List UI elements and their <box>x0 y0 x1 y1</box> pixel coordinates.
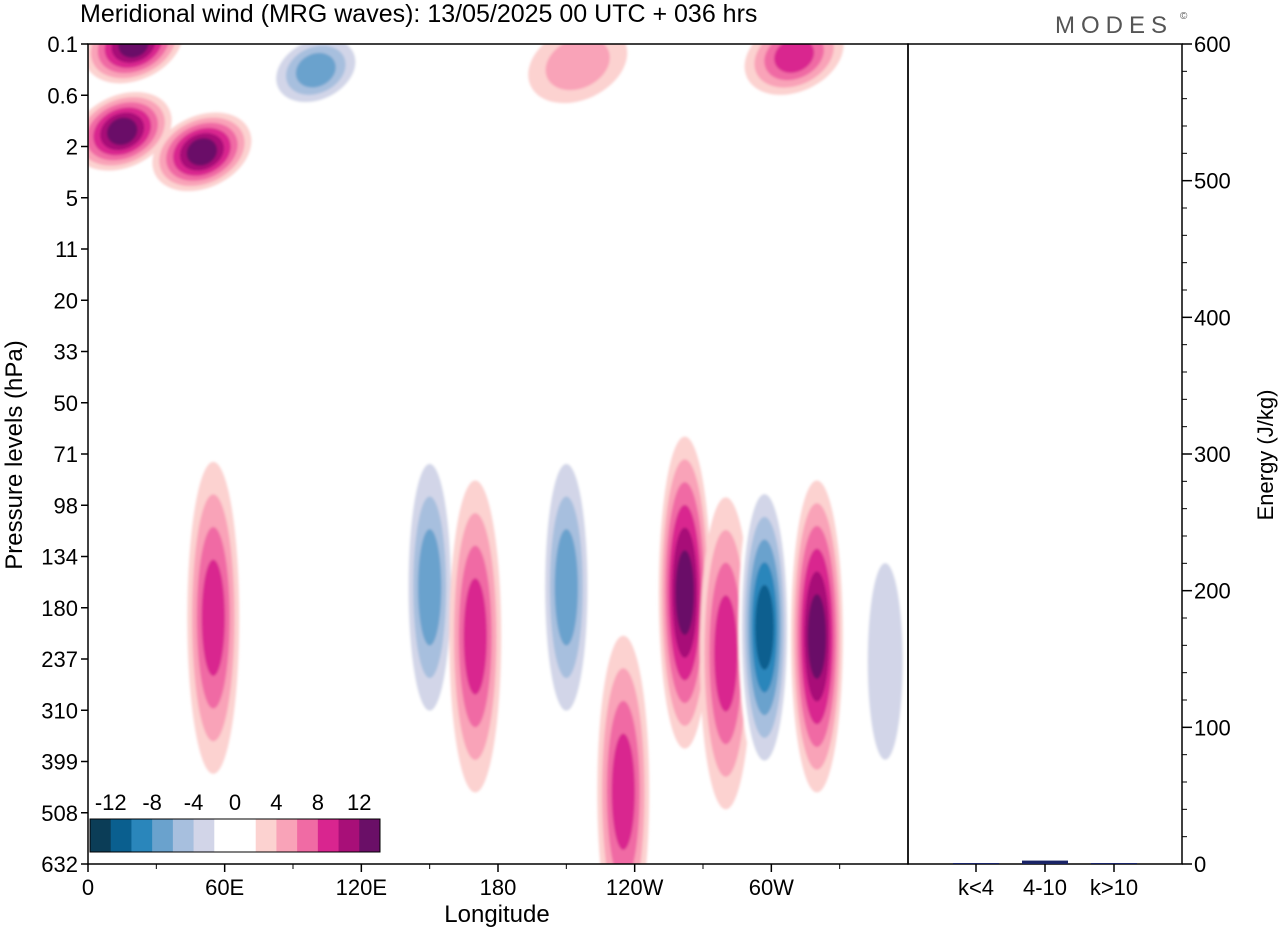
colorbar-swatch <box>338 819 360 852</box>
pressure-tick-label: 0.1 <box>47 32 78 57</box>
pressure-tick-label: 33 <box>54 340 78 365</box>
energy-tick-label: 100 <box>1194 715 1231 740</box>
colorbar-swatch <box>317 819 340 852</box>
colorbar-label: -4 <box>184 790 204 815</box>
colorbar-swatch <box>110 819 132 852</box>
colorbar-swatch <box>235 819 257 852</box>
pressure-tick-label: 2 <box>66 135 78 160</box>
x-axis-label: Longitude <box>444 901 549 928</box>
contour-blob <box>807 594 827 679</box>
colorbar-swatch <box>172 819 195 852</box>
longitude-tick-label: 120W <box>606 875 664 900</box>
longitude-tick-label: 60W <box>749 875 794 900</box>
energy-tick-label: 200 <box>1194 579 1231 604</box>
colorbar-label: 4 <box>270 790 282 815</box>
energy-panel-frame <box>907 43 1183 865</box>
contour-blob <box>545 44 610 91</box>
contour-blob <box>611 733 635 850</box>
colorbar-label: 12 <box>347 790 371 815</box>
brand-mark: © <box>1180 11 1193 22</box>
pressure-tick-label: 237 <box>41 647 78 672</box>
pressure-tick-label: 11 <box>55 237 78 262</box>
energy-categories: k<4 4-10 k>10 <box>958 864 1138 900</box>
colorbar-swatch <box>193 819 215 852</box>
longitude-tick-label: 180 <box>480 875 517 900</box>
colorbar-swatch <box>90 819 112 852</box>
contour-blob <box>554 529 578 646</box>
pressure-tick-label: 632 <box>41 852 78 877</box>
longitude-tick-label: 120E <box>336 875 387 900</box>
energy-category-label: 4-10 <box>1023 875 1067 900</box>
colorbar-swatch <box>152 819 174 852</box>
pressure-tick-label: 310 <box>41 698 78 723</box>
colorbar-frame <box>89 818 381 853</box>
colorbar-label: -8 <box>142 790 162 815</box>
energy-bar <box>953 863 999 864</box>
colorbar-swatch <box>276 819 298 852</box>
energy-axis: 0 100 200 300 400 500 600 <box>1182 32 1231 877</box>
pressure-tick-label: 134 <box>41 545 78 570</box>
energy-axis-label: Energy (J/kg) <box>1253 390 1278 521</box>
contour-blob <box>675 550 695 636</box>
colorbar-label: 8 <box>312 790 324 815</box>
contour-blob <box>201 559 225 676</box>
colorbar-swatch <box>255 819 277 852</box>
colorbar-swatch <box>297 819 319 852</box>
energy-bars <box>953 860 1137 864</box>
pressure-tick-label: 5 <box>66 186 78 211</box>
colorbar: -12 -8 -4 0 4 8 12 <box>89 790 381 853</box>
energy-tick-label: 0 <box>1194 852 1206 877</box>
contour-blob <box>755 585 774 670</box>
pressure-tick-label: 20 <box>54 288 78 313</box>
energy-tick-label: 300 <box>1194 442 1231 467</box>
contour-blob <box>867 563 903 760</box>
pressure-tick-label: 0.6 <box>47 83 78 108</box>
contour-blob <box>418 529 442 646</box>
pressure-tick-label: 508 <box>41 801 78 826</box>
energy-bar <box>1091 863 1137 864</box>
contour-field <box>88 44 908 864</box>
contour-blob <box>295 52 336 88</box>
longitude-tick-label: 0 <box>82 875 94 900</box>
pressure-tick-label: 50 <box>54 391 78 416</box>
contour-blob <box>714 595 738 712</box>
pressure-tick-label: 399 <box>41 750 78 775</box>
longitude-tick-label: 60E <box>205 875 244 900</box>
colorbar-label: 0 <box>229 790 241 815</box>
pressure-tick-label: 98 <box>54 493 78 518</box>
contour-blob <box>774 44 815 73</box>
energy-tick-label: 400 <box>1194 305 1231 330</box>
pressure-axis: 0.1 0.6 2 5 11 20 33 50 71 98 134 180 237 310 399 508 63… <box>41 32 88 877</box>
colorbar-label: -12 <box>95 790 127 815</box>
chart-title: Meridional wind (MRG waves): 13/05/2025 … <box>80 0 757 28</box>
energy-category-label: k>10 <box>1090 875 1138 900</box>
pressure-tick-label: 71 <box>54 442 78 467</box>
contour-blob <box>106 117 138 146</box>
y-axis-label: Pressure levels (hPa) <box>1 340 28 569</box>
contour-blob <box>463 578 487 695</box>
pressure-tick-label: 180 <box>41 596 78 621</box>
energy-category-label: k<4 <box>958 875 994 900</box>
brand-logo: MODES <box>1055 12 1173 39</box>
colorbar-swatch <box>131 819 153 852</box>
colorbar-swatch <box>214 819 236 852</box>
energy-tick-label: 600 <box>1194 32 1231 57</box>
contour-blob <box>186 138 218 166</box>
contours <box>88 44 908 864</box>
energy-tick-label: 500 <box>1194 169 1231 194</box>
energy-bar <box>1022 860 1068 864</box>
longitude-axis: 0 60E 120E 180 120W 60W <box>82 864 841 900</box>
colorbar-swatch <box>359 819 381 852</box>
